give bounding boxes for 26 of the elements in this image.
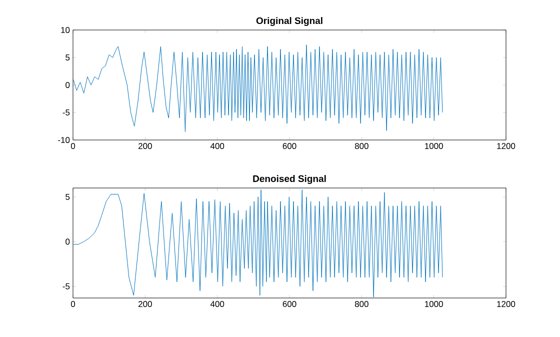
x-tick-label: 600 (282, 143, 296, 150)
y-tick-label: 0 (66, 238, 70, 245)
line-series (73, 190, 443, 298)
x-tick-label: 200 (138, 143, 152, 150)
y-tick-label: 10 (61, 26, 70, 33)
y-tick-label: -5 (62, 110, 70, 116)
x-tick-label: 400 (210, 301, 224, 308)
x-tick-label: 400 (210, 143, 224, 150)
y-tick-label: -10 (58, 136, 70, 143)
y-tick-label: 0 (66, 82, 70, 88)
x-tick-label: 800 (354, 143, 368, 150)
chart-title: Denoised Signal (253, 175, 326, 184)
x-tick-label: 1200 (497, 301, 516, 308)
chart-title: Original Signal (256, 17, 322, 26)
x-tick-label: 1200 (497, 143, 516, 150)
y-tick-label: 5 (66, 54, 70, 60)
y-tick-label: 5 (66, 194, 70, 200)
x-tick-label: 1000 (425, 143, 443, 150)
x-tick-label: 200 (138, 301, 152, 308)
x-tick-label: 800 (354, 301, 368, 308)
x-tick-label: 0 (70, 143, 76, 150)
x-tick-label: 1000 (425, 301, 443, 308)
x-tick-label: 600 (282, 301, 296, 308)
y-tick-label: -5 (62, 283, 70, 290)
line-series (73, 44, 443, 132)
x-tick-label: 0 (70, 301, 76, 308)
